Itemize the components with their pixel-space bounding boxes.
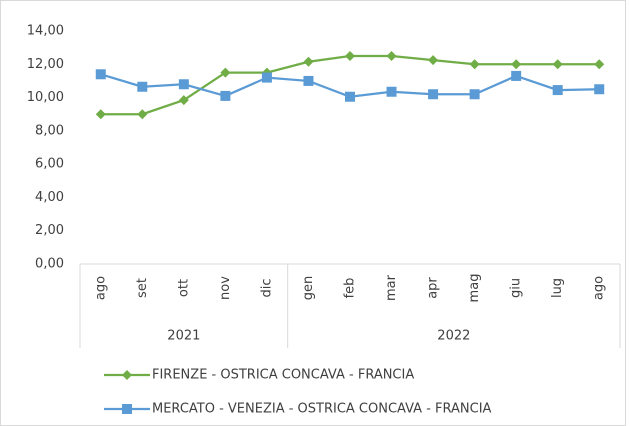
x-tick-label: ott [176,279,191,297]
point [552,85,563,96]
x-tick-label: set [135,278,150,298]
group-label: 2022 [437,329,470,344]
point [220,67,231,78]
x-tick-label: dic [259,278,274,297]
point [220,90,231,101]
point [594,84,605,95]
point [469,89,480,100]
point [178,79,189,90]
point [386,50,397,61]
point [511,59,522,70]
y-tick-label: 0,00 [35,257,64,272]
legend-marker [122,404,132,414]
point [137,109,148,120]
x-tick-label: feb [343,278,358,299]
point [303,56,314,67]
point [137,81,148,92]
point [594,59,605,70]
y-tick-label: 10,00 [27,90,64,105]
legend-label: MERCATO - VENEZIA - OSTRICA CONCAVA - FR… [152,402,492,417]
x-tick-label: apr [426,277,441,299]
y-tick-label: 2,00 [35,223,64,238]
point [386,86,397,97]
point [428,55,439,66]
x-tick-label: gen [301,276,316,301]
point [552,59,563,70]
x-tick-label: giu [509,278,524,298]
y-tick-label: 6,00 [35,157,64,172]
y-tick-label: 8,00 [35,123,64,138]
x-tick-label: ago [592,276,607,300]
point [95,109,106,120]
group-label: 2021 [167,329,200,344]
legend-marker [122,370,132,380]
point [345,50,355,61]
point [303,75,314,86]
point [428,89,439,100]
x-tick-label: mar [384,274,399,301]
x-tick-label: lug [550,278,565,298]
x-tick-label: ago [93,276,108,300]
point [261,72,272,83]
x-tick-label: nov [218,276,233,300]
point [511,70,522,81]
point [345,91,355,102]
series [95,50,605,120]
point [178,95,189,106]
y-tick-label: 12,00 [27,57,64,72]
y-tick-label: 4,00 [35,190,64,205]
point [95,69,106,80]
x-tick-label: mag [467,274,482,303]
y-tick-label: 14,00 [27,24,64,39]
legend-label: FIRENZE - OSTRICA CONCAVA - FRANCIA [152,368,414,383]
series [95,69,605,102]
point [469,59,480,70]
